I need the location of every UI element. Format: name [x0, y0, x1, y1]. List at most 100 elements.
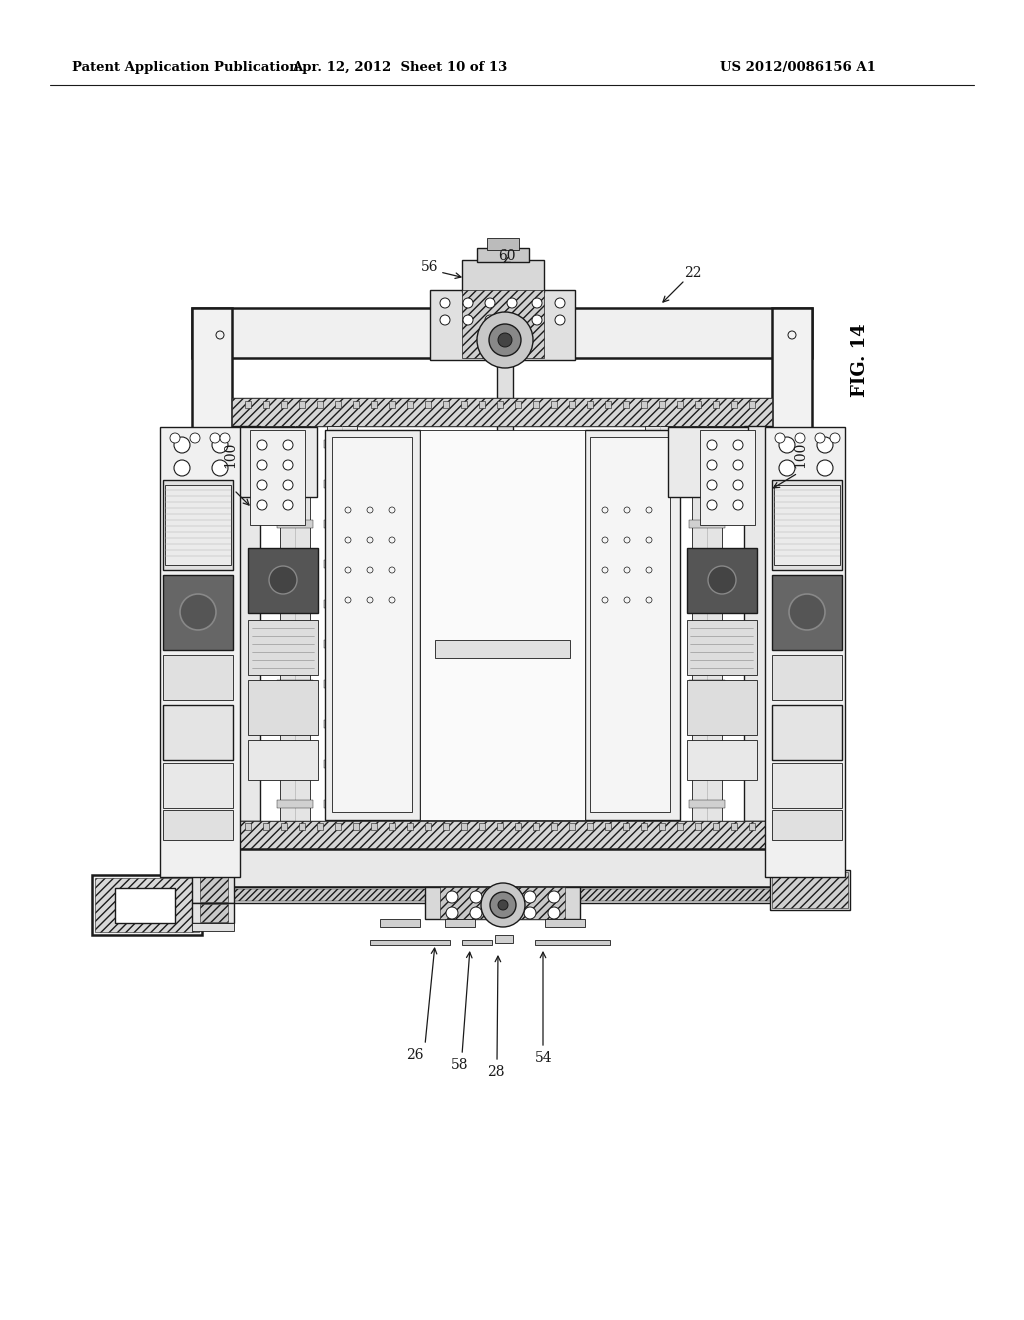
- Bar: [232, 399, 772, 426]
- Circle shape: [779, 437, 795, 453]
- Bar: [324, 601, 360, 609]
- Bar: [299, 822, 305, 830]
- Circle shape: [283, 440, 293, 450]
- Circle shape: [548, 891, 560, 903]
- Bar: [689, 760, 725, 768]
- Bar: [515, 401, 521, 408]
- Bar: [443, 401, 449, 408]
- Bar: [278, 601, 313, 609]
- Circle shape: [174, 437, 190, 453]
- Circle shape: [463, 315, 473, 325]
- Bar: [278, 800, 313, 808]
- Bar: [193, 875, 234, 903]
- Bar: [659, 822, 665, 830]
- Circle shape: [507, 298, 517, 308]
- Bar: [232, 821, 772, 849]
- Bar: [479, 822, 485, 830]
- Circle shape: [532, 315, 542, 325]
- Bar: [551, 401, 557, 408]
- Circle shape: [507, 315, 517, 325]
- Circle shape: [817, 437, 833, 453]
- Bar: [713, 822, 719, 830]
- Circle shape: [775, 433, 785, 444]
- Text: Patent Application Publication: Patent Application Publication: [72, 62, 299, 74]
- Bar: [248, 620, 318, 675]
- Bar: [443, 822, 449, 830]
- Circle shape: [481, 883, 525, 927]
- Bar: [281, 401, 287, 408]
- Bar: [435, 640, 570, 657]
- Bar: [692, 426, 722, 821]
- Bar: [407, 401, 413, 408]
- Bar: [497, 822, 503, 830]
- Bar: [324, 520, 360, 528]
- Bar: [425, 822, 431, 830]
- Bar: [772, 308, 812, 799]
- Bar: [232, 888, 772, 902]
- Bar: [462, 940, 492, 945]
- Bar: [687, 548, 757, 612]
- Bar: [248, 741, 318, 780]
- Bar: [772, 655, 842, 700]
- Bar: [248, 680, 318, 735]
- Bar: [425, 401, 431, 408]
- Bar: [545, 919, 585, 927]
- Circle shape: [477, 312, 534, 368]
- Bar: [193, 887, 812, 903]
- Bar: [163, 810, 233, 840]
- Circle shape: [733, 440, 743, 450]
- Circle shape: [795, 433, 805, 444]
- Bar: [659, 401, 665, 408]
- Bar: [479, 401, 485, 408]
- Bar: [263, 401, 269, 408]
- Bar: [324, 800, 360, 808]
- Circle shape: [440, 298, 450, 308]
- Bar: [497, 358, 513, 738]
- Bar: [420, 430, 585, 820]
- Bar: [193, 849, 812, 887]
- Bar: [232, 399, 772, 426]
- Bar: [353, 822, 359, 830]
- Circle shape: [283, 500, 293, 510]
- Bar: [232, 426, 260, 821]
- Bar: [487, 238, 519, 249]
- Bar: [193, 903, 234, 923]
- Bar: [689, 480, 725, 488]
- Bar: [772, 480, 842, 570]
- Bar: [677, 401, 683, 408]
- Bar: [232, 821, 772, 849]
- Circle shape: [707, 480, 717, 490]
- Text: Apr. 12, 2012  Sheet 10 of 13: Apr. 12, 2012 Sheet 10 of 13: [293, 62, 508, 74]
- Bar: [477, 248, 529, 261]
- Bar: [440, 887, 565, 919]
- Bar: [163, 576, 233, 649]
- Circle shape: [708, 566, 736, 594]
- Circle shape: [174, 459, 190, 477]
- Circle shape: [257, 440, 267, 450]
- Circle shape: [815, 433, 825, 444]
- Circle shape: [733, 480, 743, 490]
- Bar: [642, 760, 678, 768]
- Bar: [765, 426, 845, 876]
- Bar: [689, 520, 725, 528]
- Text: 60: 60: [499, 249, 516, 263]
- Bar: [689, 640, 725, 648]
- Bar: [193, 869, 234, 876]
- Circle shape: [257, 500, 267, 510]
- Bar: [95, 878, 199, 932]
- Bar: [689, 440, 725, 447]
- Bar: [160, 426, 240, 876]
- Bar: [749, 822, 755, 830]
- Text: FIG. 14: FIG. 14: [851, 323, 869, 397]
- Bar: [371, 822, 377, 830]
- Circle shape: [830, 433, 840, 444]
- Bar: [770, 870, 850, 909]
- Bar: [495, 935, 513, 942]
- Circle shape: [283, 480, 293, 490]
- Bar: [237, 426, 317, 498]
- Circle shape: [470, 891, 482, 903]
- Bar: [115, 888, 175, 923]
- Bar: [772, 576, 842, 649]
- Bar: [425, 887, 580, 919]
- Bar: [700, 430, 755, 525]
